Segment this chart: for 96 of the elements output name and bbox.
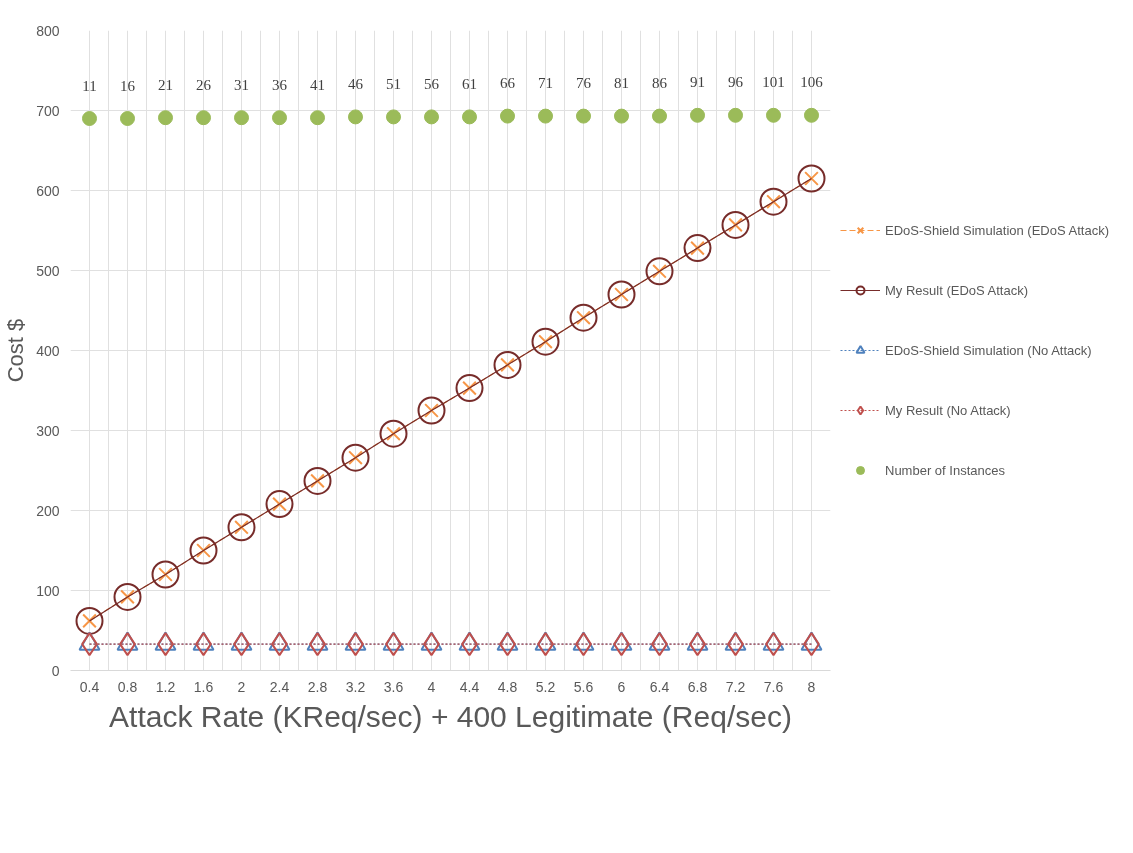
- point: [158, 110, 173, 126]
- y-tick-label: 200: [36, 502, 60, 519]
- annotation: 36: [272, 76, 288, 93]
- legend-label: My Result (EDoS Attack): [885, 282, 1029, 298]
- annotation: 16: [120, 77, 136, 94]
- point: [538, 108, 553, 124]
- x-tick-label: 4.8: [497, 678, 518, 695]
- y-tick-label: 0: [51, 662, 60, 679]
- point: [766, 107, 781, 123]
- x-axis-title: Attack Rate (KReq/sec) + 400 Legitimate (Req/sec): [109, 699, 792, 733]
- x-tick-label: 2.8: [307, 678, 328, 695]
- y-tick-label: 500: [36, 262, 60, 279]
- point: [417, 396, 446, 425]
- annotation: 66: [500, 75, 516, 92]
- point: [75, 606, 104, 635]
- annotation: 11: [82, 77, 97, 94]
- point: [728, 107, 743, 123]
- y-axis-title: Cost $: [3, 318, 29, 383]
- annotation: 96: [728, 74, 744, 91]
- legend-label: EDoS-Shield Simulation (EDoS Attack): [885, 222, 1109, 238]
- annotation: 56: [424, 75, 440, 92]
- point: [341, 443, 370, 472]
- y-tick-label: 700: [36, 102, 60, 119]
- annotation: 51: [386, 75, 401, 92]
- point: [310, 110, 325, 126]
- point: [234, 110, 249, 126]
- x-tick-label: 3.2: [345, 678, 366, 695]
- y-tick-label: 300: [36, 422, 60, 439]
- point: [196, 110, 211, 126]
- point: [531, 327, 560, 356]
- point: [690, 107, 705, 123]
- annotation: 101: [762, 74, 785, 91]
- y-tick-label: 100: [36, 582, 60, 599]
- legend-label: My Result (No Attack): [885, 402, 1011, 418]
- annotation: 21: [158, 76, 173, 93]
- x-tick-label: 6: [617, 678, 626, 695]
- point: [82, 111, 97, 126]
- point: [272, 110, 287, 126]
- annotation: 106: [800, 74, 824, 91]
- legend-label: EDoS-Shield Simulation (No Attack): [885, 342, 1092, 358]
- x-tick-label: 3.6: [383, 678, 404, 695]
- point: [721, 210, 750, 239]
- point: [804, 107, 819, 123]
- annotation: 81: [614, 75, 629, 92]
- annotation: 41: [310, 76, 325, 93]
- x-tick-label: 1.6: [193, 678, 214, 695]
- point: [151, 560, 180, 589]
- annotation: 46: [348, 75, 364, 92]
- x-tick-label: 2: [237, 678, 246, 695]
- x-tick-label: 6.4: [649, 678, 670, 695]
- x-tick-label: 7.6: [763, 678, 784, 695]
- point: [683, 234, 712, 263]
- point: [424, 109, 439, 125]
- point: [227, 513, 256, 542]
- x-tick-label: 2.4: [269, 678, 290, 695]
- annotation: 76: [576, 75, 592, 92]
- point: [455, 374, 484, 403]
- y-tick-label: 400: [36, 342, 60, 359]
- annotation: 31: [234, 76, 249, 93]
- x-tick-label: 0.8: [117, 678, 138, 695]
- x-tick-label: 8: [807, 678, 816, 695]
- point: [614, 108, 629, 124]
- point: [120, 111, 135, 126]
- annotation: 26: [196, 76, 212, 93]
- point: [652, 108, 667, 124]
- annotation: 71: [538, 75, 553, 92]
- annotation: 61: [462, 75, 477, 92]
- x-tick-label: 0.4: [79, 678, 100, 695]
- point: [379, 419, 408, 448]
- x-tick-label: 4.4: [459, 678, 480, 695]
- point: [569, 303, 598, 332]
- annotation: 86: [652, 75, 668, 92]
- x-tick-label: 7.2: [725, 678, 746, 695]
- point: [607, 280, 636, 309]
- annotation: 91: [690, 74, 705, 91]
- x-tick-label: 6.8: [687, 678, 708, 695]
- point: [386, 109, 401, 125]
- x-tick-label: 5.2: [535, 678, 556, 695]
- point: [500, 108, 515, 124]
- x-tick-label: 1.2: [155, 678, 176, 695]
- x-tick-label: 5.6: [573, 678, 594, 695]
- y-tick-label: 600: [36, 182, 60, 199]
- point: [462, 109, 477, 125]
- y-tick-label: 800: [36, 22, 60, 39]
- point: [576, 108, 591, 124]
- point: [113, 582, 142, 611]
- legend-label: Number of Instances: [885, 462, 1005, 478]
- point: [189, 536, 218, 565]
- point: [645, 257, 674, 286]
- point: [759, 187, 788, 216]
- point: [797, 164, 826, 193]
- x-tick-label: 4: [427, 678, 436, 695]
- point: [303, 466, 332, 495]
- point: [265, 490, 294, 519]
- point: [493, 350, 522, 379]
- point: [348, 109, 363, 125]
